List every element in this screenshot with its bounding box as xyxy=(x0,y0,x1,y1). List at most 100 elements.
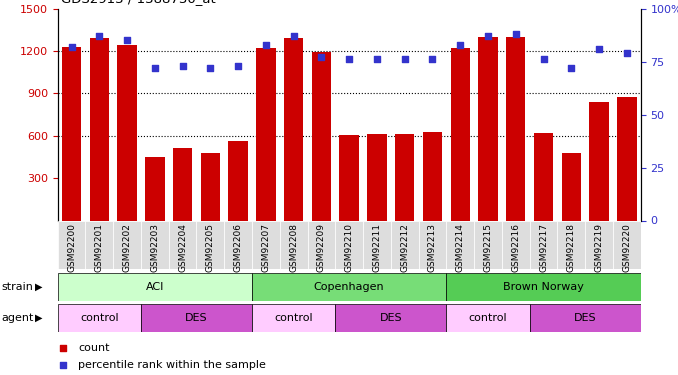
Bar xyxy=(585,220,613,269)
Text: GSM92217: GSM92217 xyxy=(539,223,548,272)
Point xyxy=(205,65,216,71)
Text: GSM92207: GSM92207 xyxy=(262,223,271,272)
Point xyxy=(66,44,77,50)
Bar xyxy=(474,220,502,269)
Bar xyxy=(446,273,641,301)
Bar xyxy=(423,132,442,220)
Bar xyxy=(530,220,557,269)
Point xyxy=(566,65,577,71)
Point xyxy=(397,136,407,142)
Bar xyxy=(478,37,498,220)
Text: DES: DES xyxy=(380,313,402,323)
Text: DES: DES xyxy=(185,313,207,323)
Point xyxy=(121,38,132,44)
Text: GSM92212: GSM92212 xyxy=(400,223,410,272)
Point xyxy=(288,33,299,39)
Text: GSM92203: GSM92203 xyxy=(151,223,159,272)
Point xyxy=(344,57,355,63)
Bar xyxy=(197,220,224,269)
Bar xyxy=(89,38,109,220)
Bar xyxy=(224,220,252,269)
Text: GSM92204: GSM92204 xyxy=(178,223,187,272)
Text: DES: DES xyxy=(574,313,597,323)
Bar xyxy=(256,48,275,220)
Text: GSM92202: GSM92202 xyxy=(123,223,132,272)
Point xyxy=(397,290,407,296)
Point xyxy=(427,57,438,63)
Point xyxy=(316,54,327,60)
Bar xyxy=(367,134,386,220)
Point xyxy=(511,31,521,37)
Bar xyxy=(336,304,446,332)
Bar xyxy=(85,220,113,269)
Text: GSM92210: GSM92210 xyxy=(344,223,354,272)
Text: GSM92214: GSM92214 xyxy=(456,223,464,272)
Text: GDS2913 / 1388730_at: GDS2913 / 1388730_at xyxy=(61,0,216,5)
Bar xyxy=(506,37,525,220)
Bar xyxy=(534,133,553,220)
Text: GSM92200: GSM92200 xyxy=(67,223,76,272)
Text: Copenhagen: Copenhagen xyxy=(314,282,384,292)
Bar xyxy=(228,141,248,220)
Bar xyxy=(391,220,418,269)
Bar xyxy=(613,220,641,269)
Text: control: control xyxy=(275,313,313,323)
Bar xyxy=(446,220,474,269)
Bar xyxy=(561,153,581,220)
Bar xyxy=(141,304,252,332)
Point xyxy=(538,57,549,63)
Point xyxy=(233,63,243,69)
Bar xyxy=(530,304,641,332)
Bar xyxy=(308,220,336,269)
Point xyxy=(594,46,605,52)
Bar xyxy=(58,273,252,301)
Text: GSM92220: GSM92220 xyxy=(622,223,631,272)
Point xyxy=(455,42,466,48)
Bar xyxy=(252,220,280,269)
Bar xyxy=(617,97,637,220)
Point xyxy=(483,33,494,39)
Bar xyxy=(450,48,470,220)
Point xyxy=(149,65,160,71)
Bar xyxy=(117,45,137,220)
Bar xyxy=(336,220,363,269)
Point xyxy=(177,63,188,69)
Bar xyxy=(145,157,165,220)
Bar xyxy=(284,38,303,220)
Bar xyxy=(312,53,331,220)
Bar xyxy=(395,134,414,220)
Text: GSM92205: GSM92205 xyxy=(206,223,215,272)
Bar xyxy=(557,220,585,269)
Bar xyxy=(58,304,141,332)
Text: GSM92209: GSM92209 xyxy=(317,223,326,272)
Bar xyxy=(113,220,141,269)
Bar xyxy=(201,153,220,220)
Text: ▶: ▶ xyxy=(35,282,43,292)
Text: percentile rank within the sample: percentile rank within the sample xyxy=(78,360,266,369)
Bar xyxy=(340,135,359,220)
Bar xyxy=(252,304,336,332)
Text: GSM92219: GSM92219 xyxy=(595,223,603,272)
Bar xyxy=(418,220,446,269)
Text: GSM92201: GSM92201 xyxy=(95,223,104,272)
Text: GSM92218: GSM92218 xyxy=(567,223,576,272)
Text: GSM92215: GSM92215 xyxy=(483,223,492,272)
Text: strain: strain xyxy=(1,282,33,292)
Bar xyxy=(363,220,391,269)
Point xyxy=(94,33,104,39)
Text: control: control xyxy=(468,313,507,323)
Text: GSM92213: GSM92213 xyxy=(428,223,437,272)
Bar xyxy=(169,220,197,269)
Bar xyxy=(252,273,446,301)
Text: GSM92216: GSM92216 xyxy=(511,223,520,272)
Text: GSM92208: GSM92208 xyxy=(289,223,298,272)
Text: ▶: ▶ xyxy=(35,313,43,323)
Bar xyxy=(141,220,169,269)
Point xyxy=(372,57,382,63)
Text: GSM92211: GSM92211 xyxy=(372,223,382,272)
Text: count: count xyxy=(78,343,110,352)
Text: control: control xyxy=(80,313,119,323)
Text: ACI: ACI xyxy=(146,282,164,292)
Bar xyxy=(446,304,530,332)
Bar xyxy=(589,102,609,220)
